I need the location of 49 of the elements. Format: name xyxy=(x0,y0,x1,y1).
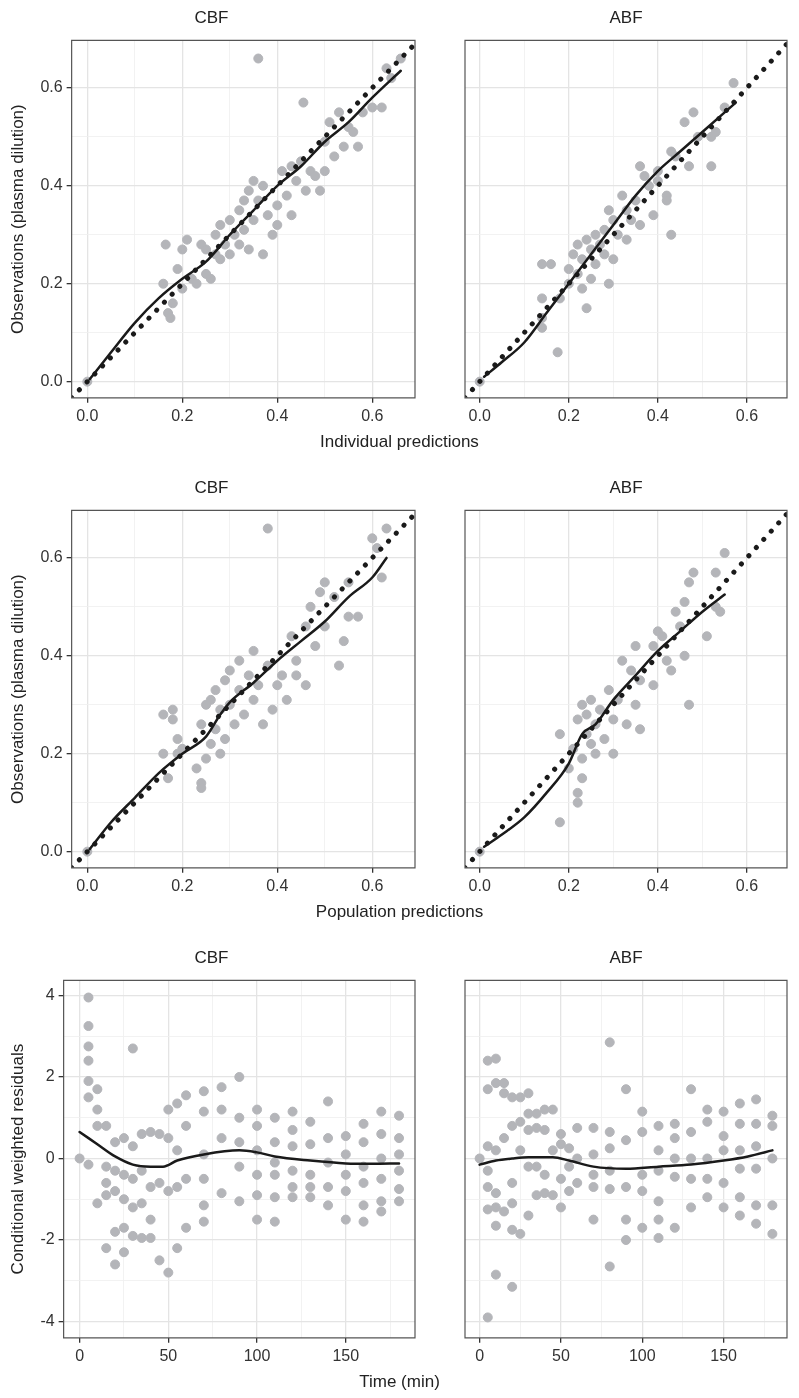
chart-title: ABF xyxy=(609,7,643,27)
x-tick-label: 0.0 xyxy=(76,876,99,894)
y-tick-label: -2 xyxy=(40,1230,55,1248)
x-tick-label: 0.2 xyxy=(557,876,580,894)
x-tick-label: 0.0 xyxy=(468,406,491,424)
chart-title: ABF xyxy=(609,477,643,497)
y-tick-label: 0.2 xyxy=(40,274,63,292)
chart-title: CBF xyxy=(194,947,229,967)
x-tick-label: 0.4 xyxy=(266,876,289,894)
y-axis-title: Observations (plasma dilution) xyxy=(7,574,27,804)
x-tick-label: 0.0 xyxy=(468,876,491,894)
x-tick-label: 0.4 xyxy=(646,406,670,424)
x-axis-title: Population predictions xyxy=(314,902,485,922)
x-tick-label: 0.6 xyxy=(361,406,384,424)
chart-title: ABF xyxy=(609,947,643,967)
chart-title: CBF xyxy=(194,477,229,497)
x-tick-label: 150 xyxy=(332,1346,360,1364)
y-tick-label: 0.4 xyxy=(40,176,63,194)
y-tick-label: 0.0 xyxy=(40,842,63,860)
y-tick-label: 0.2 xyxy=(40,744,63,762)
y-tick-label: 0.6 xyxy=(40,548,63,566)
x-tick-label: 0.2 xyxy=(171,876,194,894)
y-tick-label: -4 xyxy=(40,1311,55,1329)
x-tick-label: 50 xyxy=(552,1346,570,1364)
x-tick-label: 0.4 xyxy=(266,406,289,424)
x-tick-label: 0 xyxy=(75,1346,85,1364)
x-tick-label: 100 xyxy=(628,1346,656,1364)
x-tick-label: 0.2 xyxy=(171,406,194,424)
x-tick-label: 0.6 xyxy=(735,406,759,424)
y-axis-title: Conditional weighted residuals xyxy=(7,1043,27,1275)
chart-title: CBF xyxy=(194,7,229,27)
x-axis-title: Time (min) xyxy=(358,1372,441,1392)
y-tick-label: 0.6 xyxy=(40,78,63,96)
x-tick-label: 150 xyxy=(710,1346,738,1364)
y-tick-label: 0 xyxy=(45,1148,55,1166)
y-tick-label: 4 xyxy=(45,985,55,1003)
x-tick-label: 0.6 xyxy=(735,876,759,894)
y-axis-title: Observations (plasma dilution) xyxy=(7,104,27,334)
y-tick-label: 0.0 xyxy=(40,372,63,390)
x-tick-label: 0.4 xyxy=(646,876,670,894)
x-tick-label: 0.2 xyxy=(557,406,580,424)
x-tick-label: 50 xyxy=(159,1346,178,1364)
x-tick-label: 0.6 xyxy=(361,876,384,894)
y-tick-label: 0.4 xyxy=(40,646,63,664)
x-tick-label: 0.0 xyxy=(76,406,99,424)
x-tick-label: 100 xyxy=(243,1346,271,1364)
x-tick-label: 0 xyxy=(475,1346,485,1364)
y-tick-label: 2 xyxy=(45,1067,55,1085)
x-axis-title: Individual predictions xyxy=(319,432,480,452)
